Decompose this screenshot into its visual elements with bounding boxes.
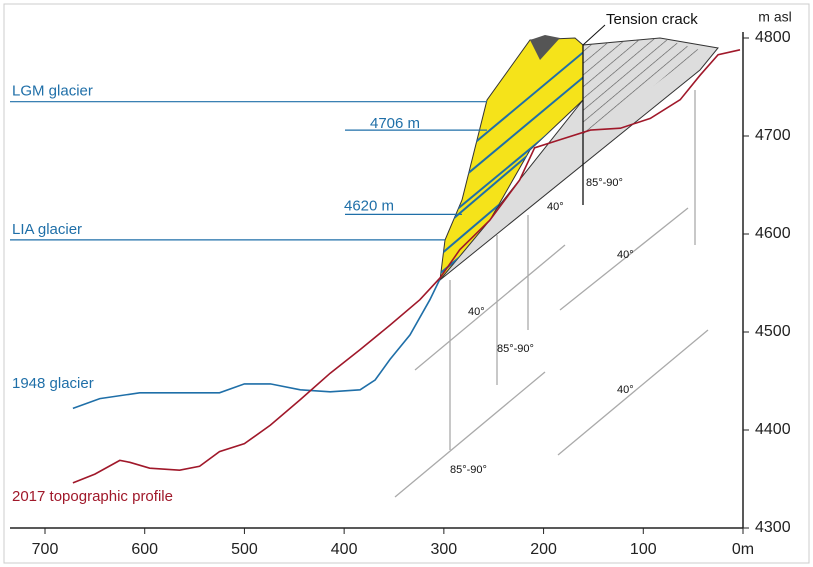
annotation: 85°-90° (586, 177, 623, 189)
x-tick-label: 300 (431, 541, 458, 558)
y-tick-label: 4700 (755, 127, 791, 144)
annotation: 40° (547, 201, 564, 213)
x-tick-label: 200 (530, 541, 557, 558)
series-label: 1948 glacier (12, 375, 94, 392)
annotation: 40° (468, 306, 485, 318)
y-tick-label: 4300 (755, 519, 791, 536)
x-tick-label: 400 (331, 541, 358, 558)
leader (582, 24, 606, 46)
reference-label: LIA glacier (12, 221, 82, 238)
x-tick-label: 600 (131, 541, 158, 558)
rock-block (439, 37, 584, 282)
x-tick-label: 500 (231, 541, 258, 558)
annotation: 40° (617, 384, 634, 396)
y-tick-label: 4800 (755, 29, 791, 46)
x-tick-label: 700 (32, 541, 59, 558)
annotation: 85°-90° (497, 343, 534, 355)
y-tick-label: 4400 (755, 421, 791, 438)
cap (530, 35, 560, 60)
profile-line (72, 278, 441, 410)
reference-label: 4706 m (370, 115, 420, 132)
reference-label: 4620 m (344, 197, 394, 214)
reference-label: LGM glacier (12, 83, 93, 100)
y-axis-label: m asl (758, 9, 791, 25)
series-label: 2017 topographic profile (12, 488, 173, 505)
annotation: 40° (617, 249, 634, 261)
y-tick-label: 4500 (755, 323, 791, 340)
x-tick-label: 100 (630, 541, 657, 558)
y-tick-label: 4600 (755, 225, 791, 242)
frame (3, 3, 810, 564)
hatched-zone (583, 38, 700, 140)
structures (394, 90, 709, 498)
x-tick-label: 0m (732, 541, 754, 558)
annotation: 85°-90° (450, 464, 487, 476)
annotation: Tension crack (606, 11, 698, 28)
profile-line (72, 49, 741, 484)
